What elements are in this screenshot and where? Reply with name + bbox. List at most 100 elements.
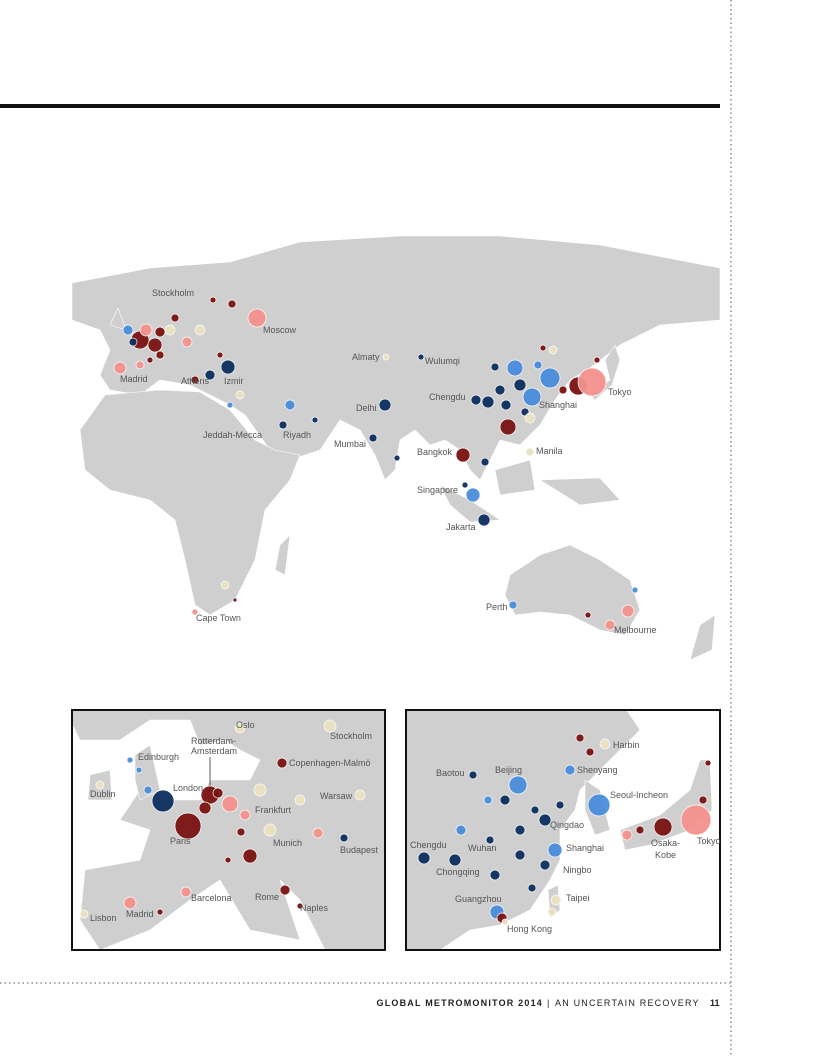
footer-title: GLOBAL METROMONITOR 2014: [377, 998, 544, 1008]
metro-marker: [533, 360, 543, 370]
city-label: Frankfurt: [255, 805, 292, 815]
city-label: Taipei: [566, 893, 590, 903]
metro-marker: [156, 908, 164, 916]
metro-marker: [181, 336, 193, 348]
metro-marker: [382, 353, 390, 361]
city-label: Melbourne: [614, 625, 657, 635]
world-map: [71, 235, 721, 661]
page-number: 11: [710, 998, 720, 1008]
metro-marker: [527, 883, 537, 893]
metro-marker: [339, 833, 349, 843]
metro-marker: [221, 795, 239, 813]
city-label: Dublin: [90, 789, 116, 799]
city-label: Madrid: [120, 374, 148, 384]
metro-marker: [585, 747, 595, 757]
city-label: Chongqing: [436, 867, 480, 877]
metro-marker: [122, 324, 134, 336]
city-label: Munich: [273, 838, 302, 848]
city-label: Jeddah-Mecca: [203, 430, 262, 440]
metro-marker: [465, 487, 481, 503]
metro-marker: [417, 851, 431, 865]
metro-marker: [155, 350, 165, 360]
metro-marker: [448, 853, 462, 867]
footer-separator: |: [547, 998, 549, 1008]
metro-marker: [239, 809, 251, 821]
metro-marker: [490, 362, 500, 372]
city-label: Perth: [486, 602, 508, 612]
metro-marker: [279, 884, 291, 896]
metro-marker: [123, 896, 137, 910]
city-label: Qingdao: [550, 820, 584, 830]
city-label: Tokyo: [697, 836, 721, 846]
metro-marker: [253, 783, 267, 797]
metro-marker: [680, 804, 712, 836]
metro-marker: [212, 787, 224, 799]
metro-marker: [154, 326, 166, 338]
city-label: Baotou: [436, 768, 465, 778]
metro-marker: [263, 823, 277, 837]
metro-marker: [470, 394, 482, 406]
metro-marker: [539, 344, 547, 352]
metro-marker: [558, 385, 568, 395]
city-label: Stockholm: [152, 288, 194, 298]
metro-marker: [577, 367, 607, 397]
china-inset-frame: [405, 709, 721, 951]
city-label: Copenhagen-Malmö: [289, 758, 371, 768]
city-label: Beijing: [495, 765, 522, 775]
metro-marker: [417, 353, 425, 361]
city-label: Shenyang: [577, 765, 618, 775]
metro-marker: [323, 719, 337, 733]
metro-marker: [135, 766, 143, 774]
footer-subtitle: AN UNCERTAIN RECOVERY: [555, 998, 700, 1008]
metro-marker: [548, 345, 558, 355]
metro-marker: [564, 764, 576, 776]
city-label: Manila: [536, 446, 563, 456]
city-label: Paris: [170, 836, 191, 846]
city-label: Chengdu: [410, 840, 447, 850]
metro-marker: [180, 886, 192, 898]
metro-marker: [501, 918, 509, 926]
metro-marker: [232, 597, 238, 603]
metro-marker: [368, 433, 378, 443]
metro-marker: [530, 805, 540, 815]
metro-marker: [135, 360, 145, 370]
city-label: Osaka-: [651, 838, 680, 848]
metro-marker: [653, 817, 673, 837]
metro-marker: [354, 789, 366, 801]
metro-marker: [587, 793, 611, 817]
city-label: Warsaw: [320, 791, 353, 801]
city-label: Bangkok: [417, 447, 453, 457]
city-label: London: [173, 783, 203, 793]
city-label: Madrid: [126, 909, 154, 919]
city-label: Naples: [300, 903, 329, 913]
city-label: Wuhan: [468, 843, 496, 853]
metro-marker: [599, 738, 611, 750]
city-label: Delhi: [356, 403, 377, 413]
city-label: Rome: [255, 892, 279, 902]
metro-marker: [524, 412, 536, 424]
metro-marker: [174, 812, 202, 840]
metro-marker: [538, 813, 552, 827]
metro-marker: [455, 447, 471, 463]
metro-marker: [220, 359, 236, 375]
city-label: Moscow: [263, 325, 297, 335]
metro-marker: [247, 308, 267, 328]
metro-marker: [311, 416, 319, 424]
city-label: Shanghai: [566, 843, 604, 853]
city-label: Seoul-Incheon: [610, 790, 668, 800]
metro-marker: [499, 794, 511, 806]
city-label: Guangzhou: [455, 894, 502, 904]
metro-marker: [698, 795, 708, 805]
metro-marker: [621, 604, 635, 618]
metro-marker: [113, 361, 127, 375]
city-label: Amsterdam: [191, 746, 237, 756]
metro-marker: [151, 789, 175, 813]
metro-marker: [216, 351, 224, 359]
metro-marker: [128, 337, 138, 347]
metro-marker: [79, 909, 89, 919]
metro-marker: [513, 378, 527, 392]
metro-marker: [234, 722, 246, 734]
metro-marker: [227, 299, 237, 309]
metro-markers: [79, 296, 712, 926]
